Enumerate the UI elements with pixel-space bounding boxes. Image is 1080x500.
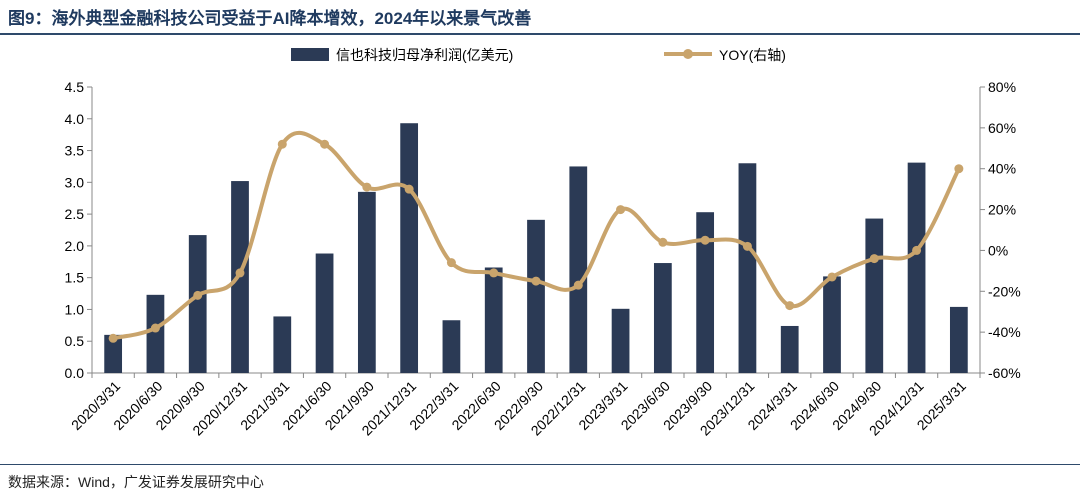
bar <box>484 267 503 373</box>
yoy-point <box>446 258 456 268</box>
right-tick-label: -20% <box>988 283 1021 299</box>
yoy-point <box>954 164 964 174</box>
yoy-point <box>235 268 245 278</box>
left-tick-label: 4.0 <box>65 111 85 127</box>
left-tick-label: 1.0 <box>65 301 85 317</box>
yoy-point <box>362 182 372 192</box>
bar <box>738 163 757 373</box>
yoy-point <box>785 301 795 311</box>
data-source: 数据来源：Wind，广发证券发展研究中心 <box>8 474 264 490</box>
yoy-point <box>658 237 668 247</box>
yoy-point <box>869 254 879 264</box>
yoy-point <box>277 139 287 149</box>
bar <box>865 218 884 373</box>
bar <box>907 162 926 373</box>
yoy-point <box>489 268 499 278</box>
yoy-point <box>700 235 710 245</box>
title-divider <box>0 33 1080 35</box>
yoy-point <box>912 245 922 255</box>
bar <box>569 166 588 373</box>
right-tick-label: 40% <box>988 161 1016 177</box>
bar <box>527 219 545 373</box>
yoy-point <box>320 139 330 149</box>
yoy-point <box>827 272 837 282</box>
right-tick-label: 20% <box>988 202 1016 218</box>
left-tick-label: 3.0 <box>65 174 85 190</box>
left-tick-label: 1.5 <box>65 270 85 286</box>
bar <box>780 325 799 373</box>
right-tick-label: 0% <box>988 242 1008 258</box>
bar <box>611 308 630 373</box>
left-tick-label: 4.5 <box>65 79 85 95</box>
yoy-point <box>193 290 203 300</box>
bar <box>273 316 292 373</box>
bar <box>653 263 672 373</box>
yoy-point <box>150 323 160 333</box>
bar <box>146 294 165 373</box>
left-tick-label: 2.5 <box>65 206 85 222</box>
yoy-point <box>573 280 583 290</box>
combo-chart: 0.0 0.5 1.0 1.5 2.0 2.5 3.0 3.5 4.0 4.5 -60% -40% -2… <box>65 47 1021 439</box>
yoy-point <box>404 184 414 194</box>
legend-bar-label: 信也科技归母净利润(亿美元) <box>336 47 513 63</box>
right-tick-label: -40% <box>988 324 1021 340</box>
right-tick-label: -60% <box>988 365 1021 381</box>
bar <box>400 123 419 373</box>
left-tick-label: 0.0 <box>65 365 85 381</box>
left-tick-label: 0.5 <box>65 333 85 349</box>
bar <box>823 276 841 373</box>
bar <box>315 253 334 373</box>
bar <box>357 191 376 373</box>
yoy-point <box>742 241 752 251</box>
bar <box>188 235 207 373</box>
yoy-point <box>108 333 118 343</box>
right-tick-label: 80% <box>988 79 1016 95</box>
right-tick-label: 60% <box>988 120 1016 136</box>
yoy-point <box>531 276 541 286</box>
bar <box>696 212 715 373</box>
legend-line-label: YOY(右轴) <box>719 47 786 63</box>
bar <box>442 320 461 373</box>
bar <box>104 334 123 373</box>
legend-bar-swatch <box>291 48 329 61</box>
bar <box>949 306 968 373</box>
left-tick-label: 3.5 <box>65 143 85 159</box>
left-tick-label: 2.0 <box>65 238 85 254</box>
yoy-point <box>616 205 626 215</box>
footer-divider <box>0 464 1080 465</box>
chart-title: 图9：海外典型金融科技公司受益于AI降本增效，2024年以来景气改善 <box>8 9 532 28</box>
legend-line-marker <box>683 49 693 59</box>
